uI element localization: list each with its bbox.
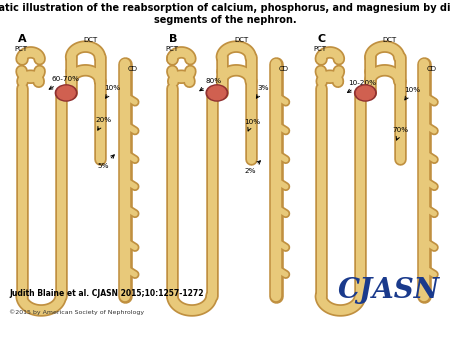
Text: 5%: 5% bbox=[98, 155, 114, 169]
Circle shape bbox=[57, 86, 75, 100]
Text: DCT: DCT bbox=[382, 37, 397, 43]
Text: 60-70%: 60-70% bbox=[49, 76, 79, 89]
Circle shape bbox=[55, 85, 77, 101]
Text: 2%: 2% bbox=[244, 161, 261, 174]
Text: 10-20%: 10-20% bbox=[347, 80, 376, 93]
Text: Schematic illustration of the reabsorption of calcium, phosphorus, and magnesium: Schematic illustration of the reabsorpti… bbox=[0, 3, 450, 25]
Text: A: A bbox=[18, 34, 27, 44]
Text: DCT: DCT bbox=[234, 37, 248, 43]
Text: 10%: 10% bbox=[104, 85, 121, 98]
Text: PCT: PCT bbox=[314, 46, 327, 52]
Text: 10%: 10% bbox=[404, 87, 420, 100]
Text: PCT: PCT bbox=[14, 46, 27, 52]
Text: CD: CD bbox=[427, 66, 437, 72]
Text: 70%: 70% bbox=[392, 127, 409, 140]
Text: ©2015 by American Society of Nephrology: ©2015 by American Society of Nephrology bbox=[9, 309, 144, 315]
Text: CJASN: CJASN bbox=[338, 277, 440, 304]
Text: CD: CD bbox=[128, 66, 138, 72]
Text: B: B bbox=[169, 34, 177, 44]
Text: CD: CD bbox=[279, 66, 288, 72]
Circle shape bbox=[206, 85, 228, 101]
Text: 3%: 3% bbox=[256, 85, 269, 98]
Text: 10%: 10% bbox=[244, 119, 260, 131]
Text: Judith Blaine et al. CJASN 2015;10:1257-1272: Judith Blaine et al. CJASN 2015;10:1257-… bbox=[9, 289, 203, 298]
Circle shape bbox=[208, 86, 226, 100]
Text: DCT: DCT bbox=[83, 37, 98, 43]
Circle shape bbox=[356, 86, 374, 100]
Text: 80%: 80% bbox=[200, 78, 222, 91]
Circle shape bbox=[355, 85, 376, 101]
Text: PCT: PCT bbox=[165, 46, 178, 52]
Text: 20%: 20% bbox=[95, 117, 112, 130]
Text: C: C bbox=[317, 34, 325, 44]
